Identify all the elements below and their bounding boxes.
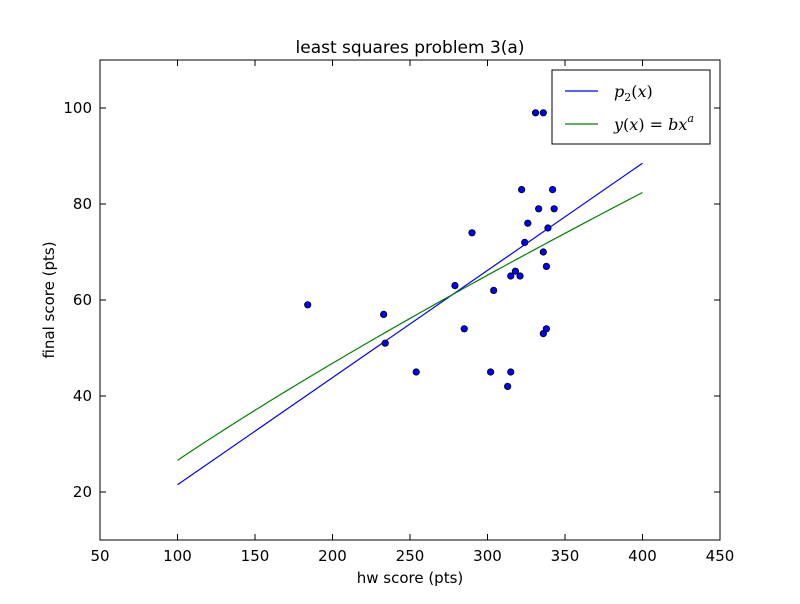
data-point-11: [507, 272, 515, 280]
y-tick-label: 60: [73, 291, 92, 309]
data-point-12: [511, 267, 520, 275]
data-point-23: [542, 262, 551, 270]
y-axis-label: final score (pts): [40, 241, 58, 358]
data-point-4: [451, 281, 459, 290]
data-point-17: [531, 109, 540, 117]
data-point-8: [490, 286, 498, 294]
x-tick-label: 200: [318, 547, 347, 565]
legend-label-p2: p2(x): [614, 82, 653, 104]
x-tick-label: 450: [706, 547, 735, 565]
data-point-14: [517, 186, 526, 194]
legend: p2(x) y(x) = bxa: [551, 69, 711, 145]
x-tick-label: 150: [241, 547, 270, 565]
x-axis-ticks: 50 100 150 200 250 300 350 400 450: [90, 60, 734, 565]
x-tick-label: 100: [163, 547, 192, 565]
data-point-3: [412, 368, 420, 376]
x-tick-label: 50: [90, 547, 109, 565]
x-axis-label: hw score (pts): [357, 569, 464, 587]
y-tick-label: 80: [73, 195, 92, 213]
data-point-7: [486, 368, 495, 376]
data-point-18: [535, 205, 543, 213]
data-point-15: [521, 238, 529, 246]
data-point-26: [550, 205, 558, 213]
data-point-13: [516, 272, 524, 280]
data-point-24: [544, 224, 552, 232]
series-line-0: [177, 162, 643, 486]
data-point-10: [507, 368, 515, 376]
data-point-2: [381, 339, 389, 347]
chart-title: least squares problem 3(a): [296, 38, 525, 58]
x-tick-label: 350: [551, 547, 580, 565]
y-tick-label: 100: [63, 99, 92, 117]
data-point-1: [380, 310, 388, 318]
y-tick-label: 40: [73, 387, 92, 405]
data-point-25: [548, 186, 557, 194]
data-point-6: [468, 229, 476, 237]
series-line-1: [177, 191, 643, 461]
data-point-16: [524, 219, 532, 227]
y-tick-label: 20: [73, 483, 92, 501]
data-point-9: [504, 382, 512, 390]
x-tick-label: 300: [473, 547, 502, 565]
legend-label-power: y(x) = bxa: [613, 112, 694, 134]
data-point-20: [539, 248, 547, 256]
x-tick-label: 400: [628, 547, 657, 565]
y-axis-ticks: 20 40 60 80 100: [63, 99, 720, 501]
data-point-5: [460, 325, 468, 333]
fit-lines: [177, 162, 643, 486]
data-point-22: [542, 325, 551, 333]
data-points: [304, 109, 558, 390]
data-point-21: [539, 109, 547, 117]
legend-box: [551, 69, 711, 145]
x-tick-label: 250: [396, 547, 425, 565]
data-point-0: [304, 301, 312, 309]
